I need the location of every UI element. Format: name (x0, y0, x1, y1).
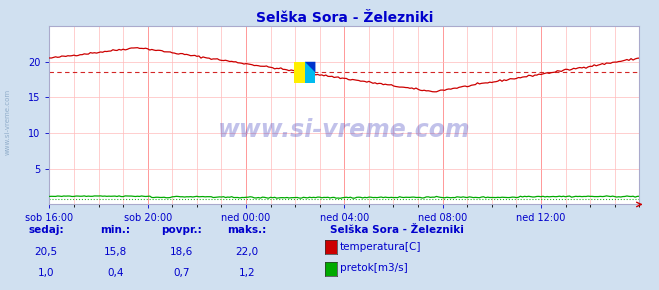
Text: 18,6: 18,6 (169, 246, 193, 256)
Text: www.si-vreme.com: www.si-vreme.com (218, 117, 471, 142)
Bar (305, 62, 316, 83)
Text: 1,0: 1,0 (38, 268, 55, 278)
Text: pretok[m3/s]: pretok[m3/s] (340, 263, 408, 273)
Text: min.:: min.: (100, 225, 130, 235)
Text: sedaj:: sedaj: (28, 225, 64, 235)
Text: povpr.:: povpr.: (161, 225, 202, 235)
Text: www.si-vreme.com: www.si-vreme.com (5, 89, 11, 155)
Text: 0,4: 0,4 (107, 268, 124, 278)
Text: temperatura[C]: temperatura[C] (340, 242, 422, 251)
Bar (294, 62, 305, 83)
Text: maks.:: maks.: (227, 225, 267, 235)
Polygon shape (305, 62, 316, 72)
Text: Selška Sora - Železniki: Selška Sora - Železniki (330, 225, 463, 235)
Text: 20,5: 20,5 (34, 246, 58, 256)
Title: Selška Sora - Železniki: Selška Sora - Železniki (256, 11, 433, 25)
Text: 22,0: 22,0 (235, 246, 259, 256)
Text: 15,8: 15,8 (103, 246, 127, 256)
Text: 1,2: 1,2 (239, 268, 256, 278)
Text: 0,7: 0,7 (173, 268, 190, 278)
